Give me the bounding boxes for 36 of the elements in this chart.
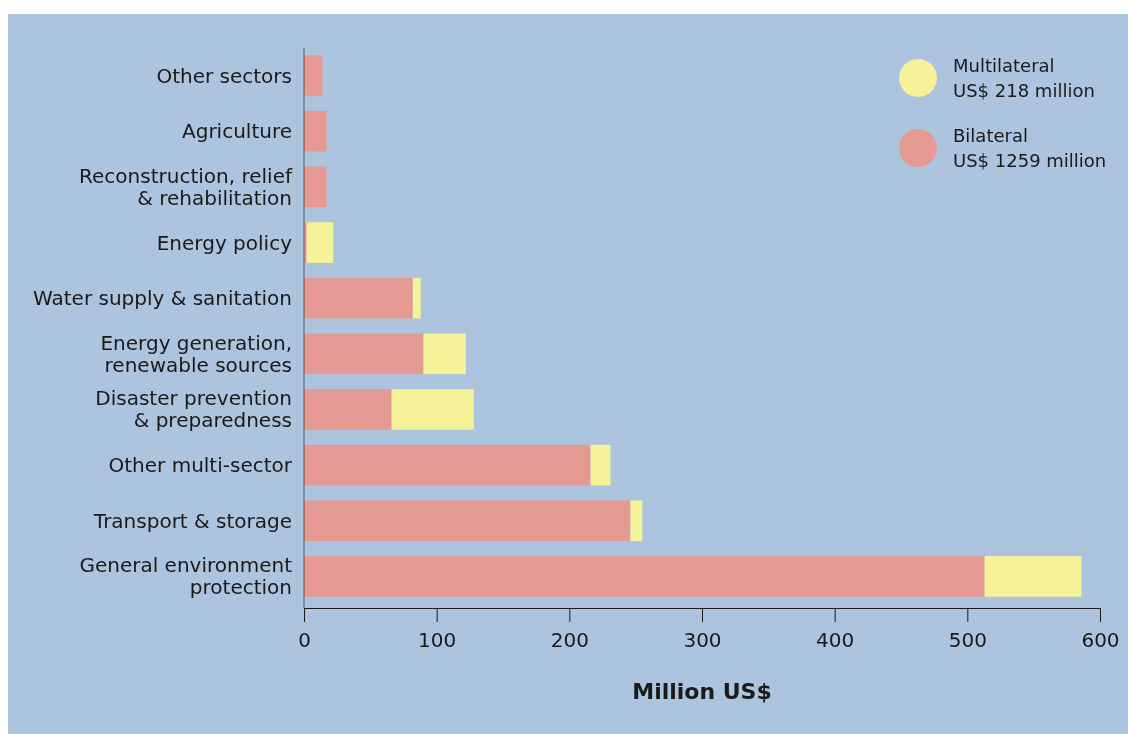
bar [304, 389, 392, 430]
y-tick-label: Reconstruction, relief & rehabilitation [79, 163, 293, 210]
bar [304, 500, 631, 542]
bar [412, 277, 421, 319]
bar [306, 222, 334, 263]
y-tick-label: Transport & storage [92, 508, 292, 533]
y-tick-label: Agriculture [182, 119, 292, 144]
bar [304, 444, 591, 486]
y-tick-label: Energy policy [156, 230, 293, 255]
y-tick-label: General environment protection [79, 553, 293, 600]
y-tick-label: Energy generation, renewable sources [100, 330, 292, 377]
legend-label: Multilateral US$ 218 million [953, 55, 1095, 101]
bar [984, 556, 1082, 597]
legend-label: Bilateral US$ 1259 million [953, 125, 1107, 171]
y-tick-label: Disaster prevention & preparedness [95, 386, 292, 433]
x-tick-label: 300 [683, 628, 722, 652]
x-tick-label: 500 [948, 628, 987, 652]
x-tick-label: 200 [550, 628, 589, 652]
x-tick-label: 0 [298, 628, 311, 652]
bar [304, 333, 424, 375]
bar [304, 55, 323, 96]
x-tick-label: 400 [816, 628, 855, 652]
y-tick-label: Other multi-sector [108, 453, 293, 478]
y-tick-label: Water supply & sanitation [33, 286, 292, 311]
bar [630, 500, 643, 542]
x-tick-label: 600 [1081, 628, 1120, 652]
bar [304, 277, 413, 319]
bar [304, 110, 327, 152]
bar [304, 166, 327, 208]
bar [423, 333, 466, 375]
y-tick-label: Other sectors [156, 63, 292, 88]
x-axis-title: Million US$ [632, 679, 772, 704]
bar [304, 556, 985, 597]
x-tick-label: 100 [418, 628, 457, 652]
bar [590, 444, 611, 486]
bar [391, 389, 474, 430]
